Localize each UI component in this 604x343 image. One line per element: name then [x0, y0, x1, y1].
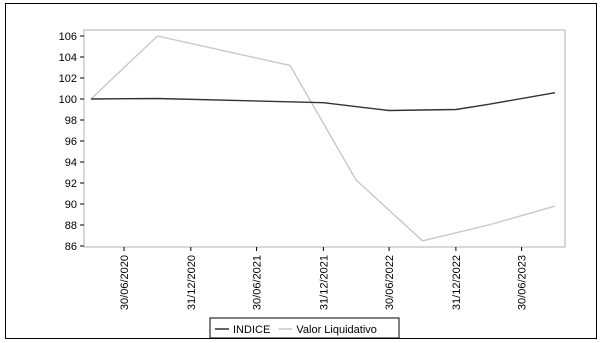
- y-tick-label: 90: [65, 199, 77, 211]
- x-tick-label: 30/06/2022: [384, 255, 396, 310]
- series-line: [90, 35, 556, 242]
- y-tick-label: 86: [65, 241, 77, 253]
- y-tick-label: 106: [59, 31, 77, 43]
- y-tick-label: 104: [59, 52, 77, 64]
- x-axis: 30/06/2020 31/12/2020 30/06/2021 31/12/2021…: [119, 247, 529, 310]
- x-tick-label: 30/06/2023: [517, 255, 529, 310]
- plot-area: [83, 29, 566, 248]
- x-tick-label: 31/12/2020: [186, 255, 198, 310]
- y-tick-label: 88: [65, 220, 77, 232]
- y-tick-label: 102: [59, 73, 77, 85]
- legend-box: [209, 317, 400, 339]
- x-tick-label: 30/06/2020: [119, 255, 131, 310]
- x-tick-label: 31/12/2022: [451, 255, 463, 310]
- y-tick-label: 98: [65, 115, 77, 127]
- y-tick-label: 92: [65, 178, 77, 190]
- legend-label: INDICE: [233, 324, 270, 336]
- legend: INDICE Valor Liquidativo: [209, 317, 400, 339]
- y-tick-label: 96: [65, 136, 77, 148]
- series-lines: [90, 35, 556, 242]
- y-axis: 86 88 90 92 94 96 98 100 102 104 106: [59, 31, 84, 253]
- x-tick-label: 30/06/2021: [252, 255, 264, 310]
- legend-label: Valor Liquidativo: [296, 324, 377, 336]
- y-tick-label: 94: [65, 157, 77, 169]
- x-tick-label: 31/12/2021: [318, 255, 330, 310]
- series-line: [90, 92, 556, 112]
- y-tick-label: 100: [59, 94, 77, 106]
